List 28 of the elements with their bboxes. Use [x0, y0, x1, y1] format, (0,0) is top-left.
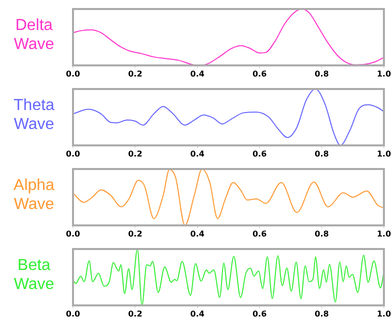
- x-tick-label: 0.4: [190, 149, 205, 158]
- x-tick-label: 0.2: [128, 309, 142, 318]
- x-tick-label: 0.8: [314, 309, 330, 318]
- x-tick-label: 0.6: [252, 149, 268, 158]
- x-tick-label: 0.8: [314, 69, 330, 78]
- x-tick-label: 0.8: [314, 149, 330, 158]
- y-axis-title: Delta Wave: [12, 16, 56, 54]
- x-tick-label: 0.0: [66, 309, 81, 318]
- x-tick-label: 0.0: [66, 229, 81, 238]
- x-tick-label: 0.4: [190, 309, 205, 318]
- x-tick-label: 0.2: [128, 69, 142, 78]
- y-axis-title: Theta Wave: [12, 96, 56, 134]
- x-tick-label: 0.2: [128, 149, 142, 158]
- x-tick-label: 0.2: [128, 229, 142, 238]
- y-axis-title: Beta Wave: [12, 256, 56, 294]
- x-tick-label: 0.0: [66, 149, 81, 158]
- x-tick-label: 0.8: [314, 229, 330, 238]
- y-axis-title: Alpha Wave: [12, 176, 56, 214]
- x-tick-label: 0.6: [252, 309, 268, 318]
- x-tick-label: 0.4: [190, 69, 205, 78]
- x-tick-label: 0.6: [252, 229, 268, 238]
- x-tick-label: 1.0: [376, 309, 392, 318]
- x-tick-label: 1.0: [376, 69, 392, 78]
- x-tick-label: 1.0: [376, 229, 392, 238]
- x-tick-label: 0.6: [252, 69, 268, 78]
- x-tick-label: 0.0: [66, 69, 81, 78]
- x-tick-label: 1.0: [376, 149, 392, 158]
- x-tick-label: 0.4: [190, 229, 205, 238]
